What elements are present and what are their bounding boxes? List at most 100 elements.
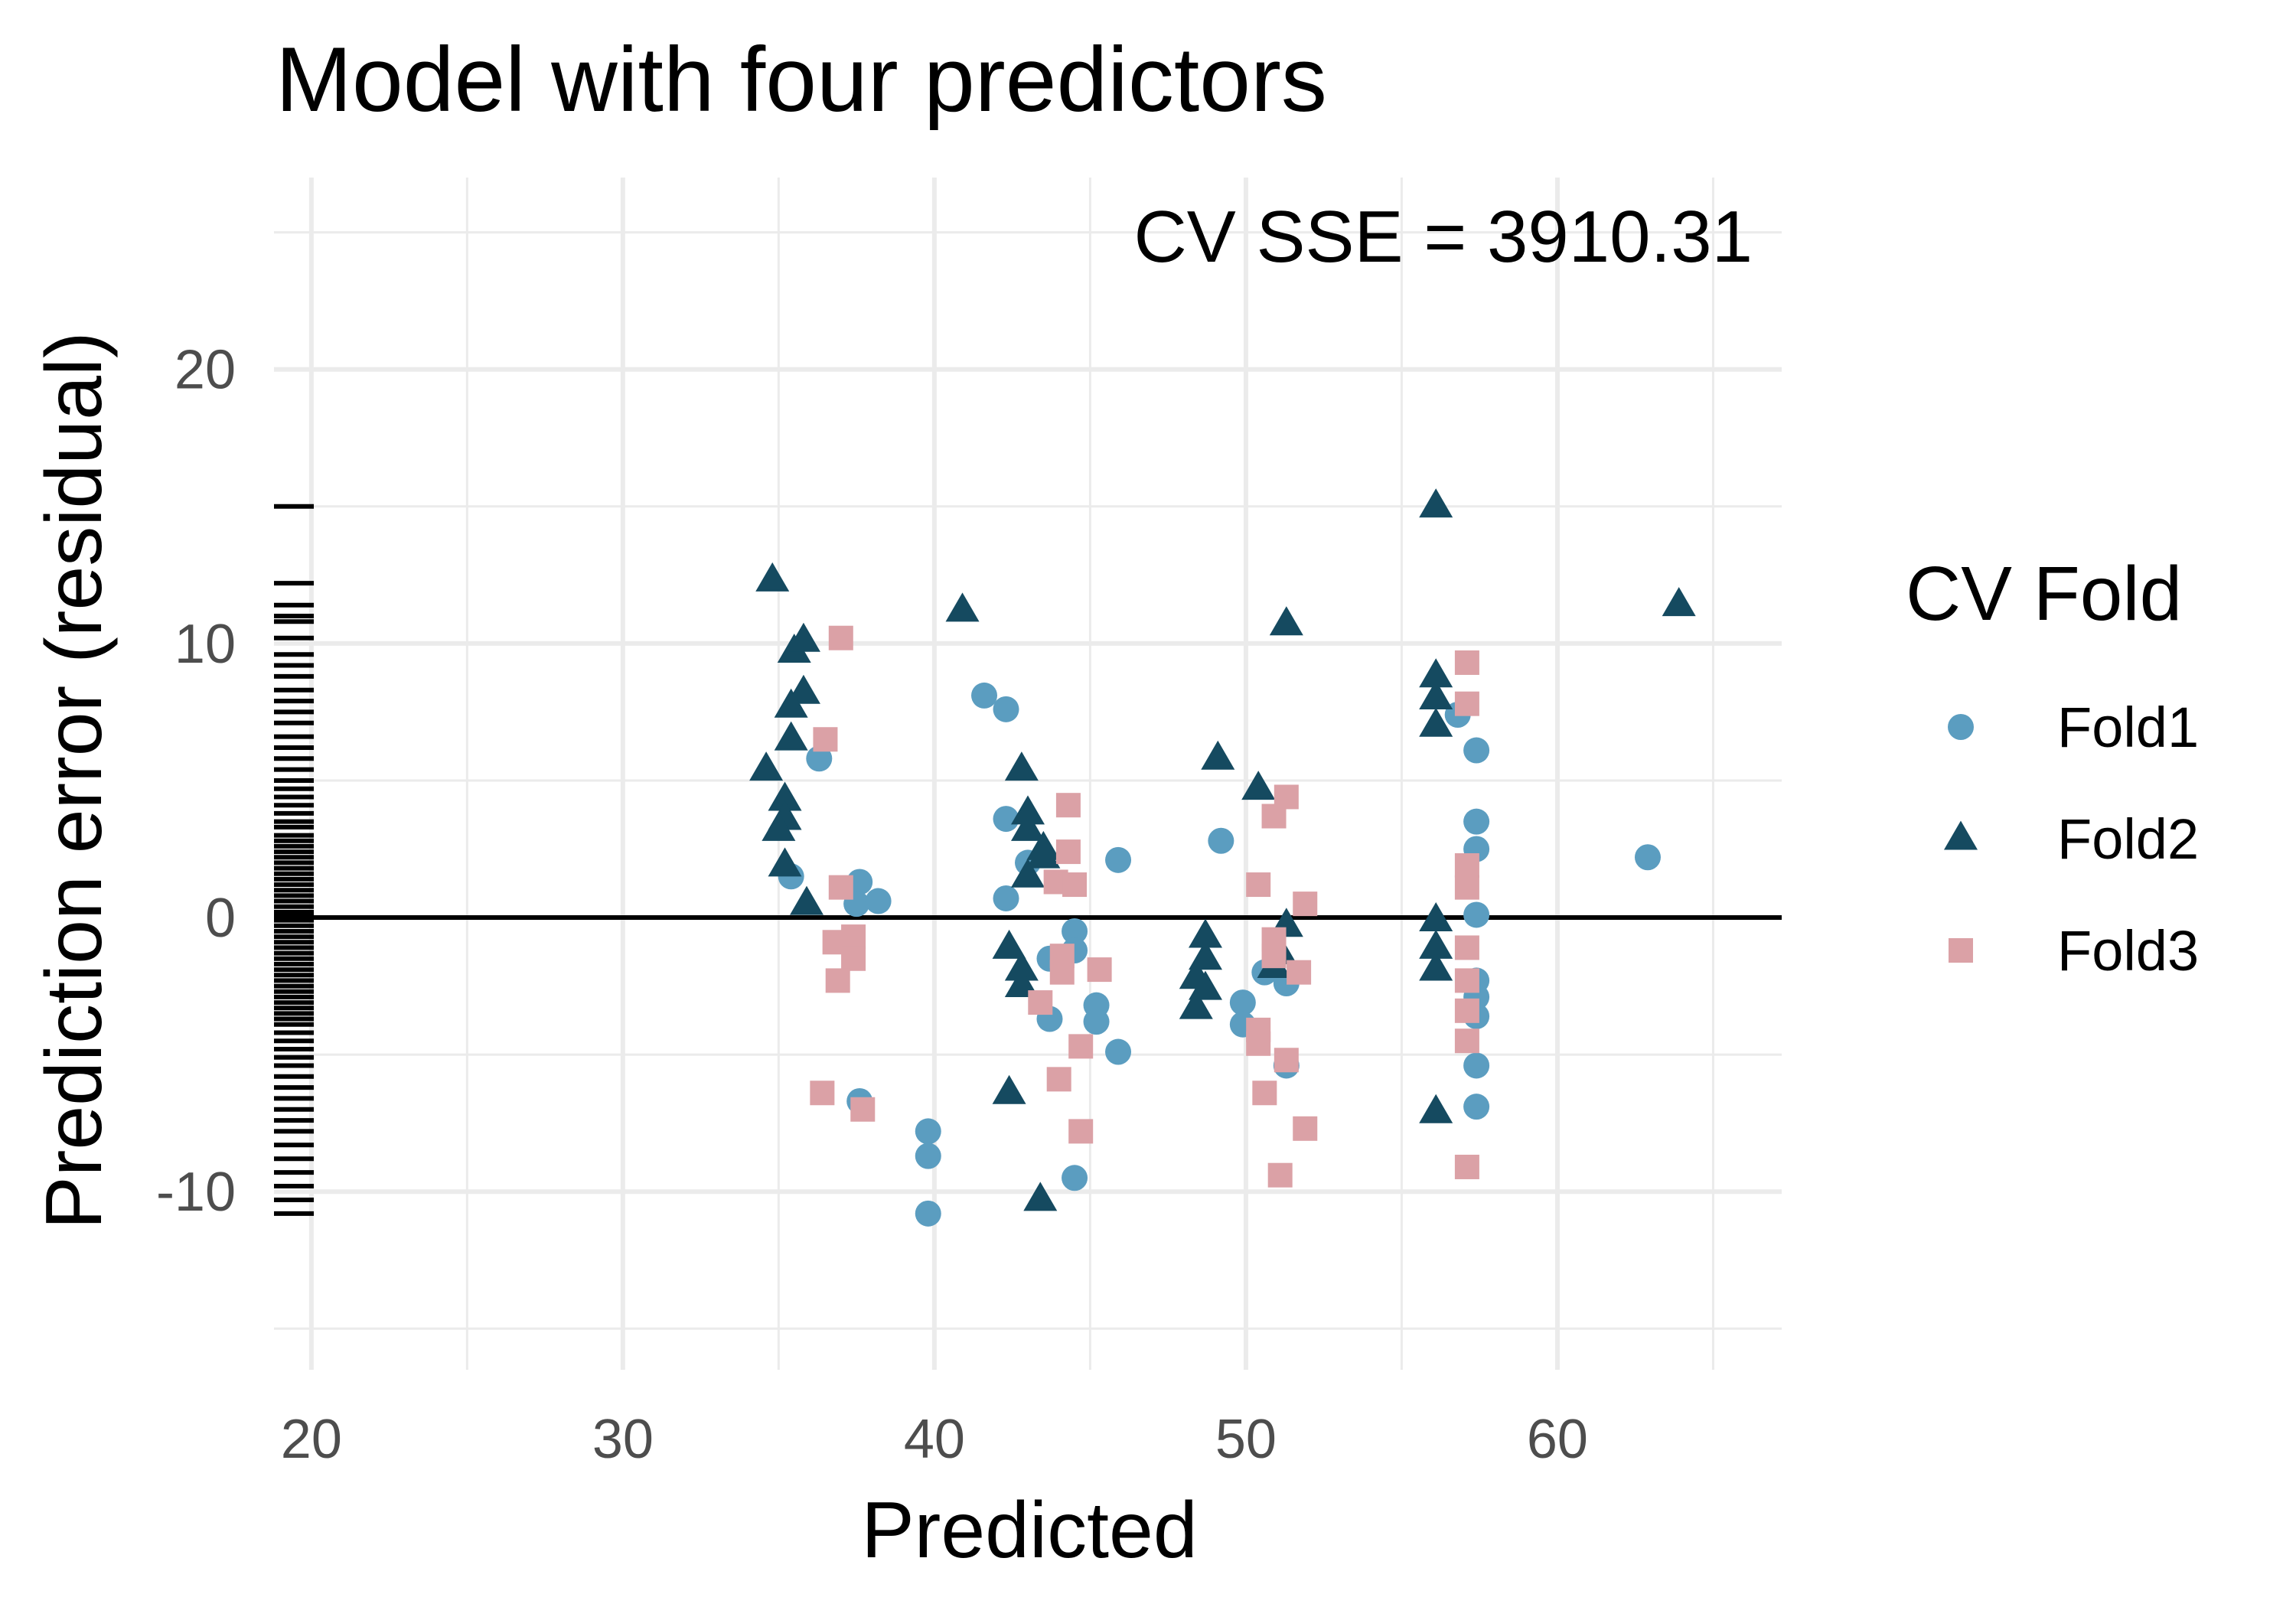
y-rug (274, 504, 314, 1216)
point-fold3 (1293, 892, 1318, 917)
point-fold1 (1463, 901, 1490, 928)
point-fold2 (774, 688, 808, 718)
point-fold1 (1463, 1094, 1490, 1120)
point-fold3 (1246, 1031, 1271, 1056)
point-fold1 (993, 885, 1019, 911)
x-tick-label: 20 (281, 1409, 342, 1470)
point-fold2 (1201, 740, 1235, 770)
point-fold2 (1011, 858, 1045, 888)
point-fold2 (749, 751, 784, 781)
point-fold3 (828, 875, 853, 900)
point-fold3 (1055, 793, 1081, 818)
x-tick-label: 30 (592, 1409, 654, 1470)
x-axis-title: Predicted (861, 1486, 1197, 1575)
point-fold2 (945, 592, 980, 622)
point-fold2 (786, 622, 820, 652)
point-fold3 (813, 727, 838, 752)
point-fold2 (1419, 680, 1453, 709)
point-fold2 (1179, 989, 1213, 1019)
point-fold3 (1274, 1048, 1299, 1073)
point-fold3 (1246, 872, 1271, 898)
point-fold2 (1004, 751, 1039, 781)
point-fold2 (1419, 929, 1453, 959)
point-fold2 (992, 929, 1026, 959)
point-fold3 (1454, 852, 1479, 878)
point-fold2 (992, 1074, 1026, 1104)
point-fold2 (762, 811, 796, 841)
point-fold2 (755, 562, 790, 592)
point-fold1 (1463, 1052, 1490, 1079)
point-fold2 (1189, 918, 1223, 948)
point-fold3 (1293, 1116, 1318, 1141)
point-fold3 (1049, 960, 1075, 985)
point-fold1 (993, 696, 1019, 722)
point-fold3 (1252, 1081, 1277, 1106)
point-fold3 (850, 1097, 876, 1122)
y-tick-label: 20 (174, 340, 236, 401)
point-fold3 (1261, 944, 1287, 969)
point-fold1 (1634, 844, 1661, 871)
point-fold3 (841, 924, 866, 950)
x-tick-label: 40 (904, 1409, 965, 1470)
point-fold1 (915, 1143, 941, 1169)
point-fold2 (1419, 707, 1453, 737)
point-fold1 (1062, 1165, 1088, 1191)
point-fold1 (915, 1118, 941, 1145)
y-axis-ticks: -10 0 10 20 (156, 340, 236, 1223)
point-fold3 (1454, 691, 1479, 716)
point-fold1 (971, 682, 998, 709)
legend-title: CV Fold (1906, 551, 2182, 637)
x-tick-label: 50 (1215, 1409, 1277, 1470)
x-tick-label: 60 (1527, 1409, 1588, 1470)
point-fold2 (774, 721, 808, 751)
point-fold3 (1454, 968, 1479, 993)
point-fold3 (1454, 998, 1479, 1023)
point-fold2 (1023, 1182, 1058, 1211)
point-fold3 (1454, 935, 1479, 960)
point-fold1 (1229, 989, 1256, 1016)
point-fold1 (1463, 808, 1490, 835)
point-fold2 (1419, 488, 1453, 518)
point-fold2 (768, 781, 802, 811)
point-fold3 (1454, 875, 1479, 900)
point-fold2 (1419, 658, 1453, 688)
point-fold3 (810, 1081, 835, 1106)
point-fold2 (1004, 951, 1039, 981)
point-fold3 (1454, 1028, 1479, 1054)
x-axis-ticks: 20 30 40 50 60 (281, 1409, 1588, 1470)
point-fold2 (1026, 839, 1061, 869)
point-fold3 (1287, 960, 1312, 985)
point-fold2 (1419, 951, 1453, 981)
point-fold1 (1105, 846, 1132, 873)
point-fold1 (1062, 918, 1088, 944)
point-fold3 (825, 968, 850, 993)
legend: CV Fold Fold1 Fold2 Fold3 (1906, 551, 2199, 983)
data-points (749, 488, 1696, 1227)
legend-label-fold3: Fold3 (2057, 919, 2199, 983)
point-fold2 (1269, 606, 1303, 636)
point-fold1 (1208, 827, 1234, 854)
point-fold1 (806, 745, 833, 772)
legend-label-fold1: Fold1 (2057, 696, 2199, 759)
chart-title: Model with four predictors (276, 28, 1327, 131)
legend-key-fold1 (1948, 714, 1974, 740)
point-fold3 (1046, 1067, 1071, 1092)
point-fold3 (1087, 957, 1112, 983)
point-fold2 (1011, 795, 1045, 825)
point-fold3 (841, 946, 866, 971)
y-tick-label: 0 (205, 888, 236, 949)
point-fold3 (1267, 1162, 1293, 1188)
point-fold3 (1028, 990, 1053, 1015)
point-fold2 (1419, 902, 1453, 932)
legend-key-fold2 (1944, 820, 1978, 850)
point-fold2 (1004, 968, 1039, 998)
point-fold2 (790, 885, 824, 915)
point-fold2 (1011, 811, 1045, 841)
point-fold3 (1068, 1034, 1094, 1059)
point-fold3 (828, 625, 853, 650)
point-fold3 (1274, 784, 1299, 810)
point-fold1 (865, 888, 892, 914)
point-fold2 (1419, 1094, 1453, 1123)
point-fold2 (1662, 587, 1696, 617)
point-fold3 (1068, 1119, 1094, 1144)
